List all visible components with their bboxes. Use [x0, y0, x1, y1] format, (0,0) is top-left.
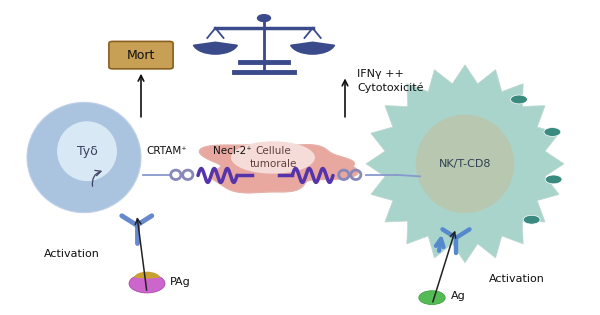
Text: Ag: Ag — [451, 291, 466, 301]
Circle shape — [129, 274, 165, 293]
Ellipse shape — [231, 141, 315, 174]
Text: Mort: Mort — [127, 49, 155, 62]
Wedge shape — [290, 42, 335, 54]
Text: Tyδ: Tyδ — [77, 145, 97, 158]
Circle shape — [523, 215, 540, 224]
Text: Cellule
tumorale: Cellule tumorale — [250, 146, 296, 169]
Circle shape — [544, 128, 561, 136]
Text: Necl-2⁺: Necl-2⁺ — [213, 146, 252, 156]
Wedge shape — [193, 42, 238, 54]
Circle shape — [511, 95, 527, 104]
Wedge shape — [134, 272, 160, 279]
Text: NK/T-CD8: NK/T-CD8 — [439, 159, 491, 169]
Circle shape — [419, 291, 445, 305]
Ellipse shape — [57, 121, 117, 181]
Polygon shape — [200, 145, 358, 193]
FancyBboxPatch shape — [109, 42, 173, 69]
Text: Activation: Activation — [44, 249, 100, 259]
Polygon shape — [366, 65, 564, 263]
Text: PAg: PAg — [170, 277, 191, 287]
Text: IFNγ ++
Cytotoxicité: IFNγ ++ Cytotoxicité — [357, 69, 424, 93]
Text: CRTAM⁺: CRTAM⁺ — [146, 146, 187, 156]
Circle shape — [545, 175, 562, 184]
Text: Activation: Activation — [489, 274, 545, 284]
Ellipse shape — [27, 102, 141, 213]
Circle shape — [257, 15, 271, 21]
Ellipse shape — [416, 115, 514, 213]
